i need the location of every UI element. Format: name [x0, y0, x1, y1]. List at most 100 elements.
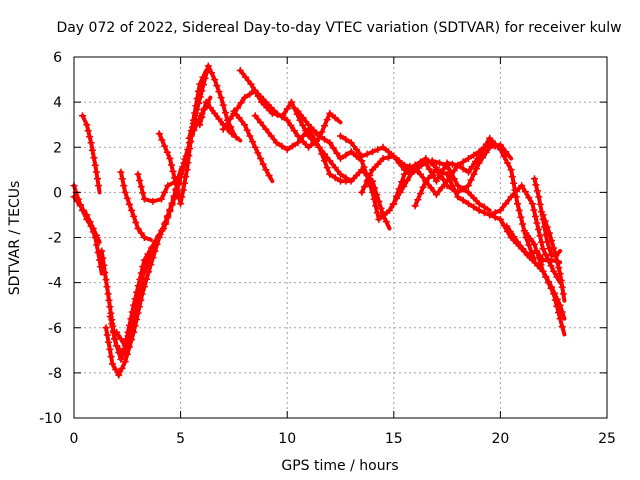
data-point — [254, 92, 262, 100]
data-point — [318, 128, 326, 136]
data-point — [164, 214, 172, 222]
data-point — [432, 166, 440, 174]
data-point — [90, 154, 98, 162]
data-point — [398, 178, 406, 186]
data-point — [169, 167, 177, 175]
data-point — [288, 98, 295, 106]
data-point — [134, 225, 142, 232]
data-point — [535, 225, 542, 233]
data-point — [139, 189, 147, 197]
data-point — [323, 116, 331, 124]
data-point — [315, 143, 323, 151]
data-point — [241, 121, 249, 129]
data-point — [116, 346, 124, 354]
data-point — [202, 98, 210, 106]
data-point — [104, 290, 112, 298]
data-point — [140, 234, 148, 241]
data-point — [299, 114, 307, 122]
data-point — [358, 152, 366, 160]
data-point — [268, 109, 276, 117]
data-point — [411, 202, 419, 210]
data-point — [326, 170, 334, 178]
data-point — [107, 353, 115, 361]
series-arc-24 — [522, 229, 567, 321]
data-point — [211, 109, 219, 117]
data-point — [468, 163, 476, 171]
data-point — [331, 164, 339, 172]
data-point — [539, 245, 547, 253]
data-point — [524, 252, 532, 259]
data-point — [83, 211, 91, 219]
data-point — [475, 206, 483, 214]
data-point — [369, 188, 376, 196]
data-point — [193, 106, 201, 113]
data-point — [555, 264, 563, 272]
data-point — [386, 206, 393, 214]
data-point — [533, 219, 541, 227]
data-point — [166, 155, 174, 162]
data-point — [323, 164, 331, 172]
data-point — [417, 170, 424, 178]
data-point — [99, 254, 107, 262]
y-tick-label: -8 — [48, 366, 62, 382]
data-point — [486, 211, 494, 219]
data-point — [443, 159, 451, 167]
data-point — [353, 146, 360, 153]
x-tick-label: 10 — [278, 431, 296, 447]
data-point — [105, 296, 113, 304]
data-point — [419, 183, 427, 191]
data-point — [215, 88, 223, 96]
data-point — [369, 166, 376, 174]
data-point — [432, 177, 440, 185]
data-point — [315, 132, 323, 140]
data-point — [257, 118, 265, 126]
data-point — [533, 247, 541, 255]
series-line — [118, 170, 153, 242]
data-point — [80, 206, 88, 214]
data-point — [329, 144, 337, 152]
x-axis-label: GPS time / hours — [281, 458, 398, 474]
data-point — [182, 173, 190, 181]
data-point — [305, 143, 312, 151]
data-point — [543, 238, 551, 246]
data-point — [537, 261, 545, 269]
data-point — [374, 160, 382, 168]
data-point — [89, 146, 96, 154]
data-point — [502, 200, 510, 208]
data-point — [545, 245, 553, 253]
data-point — [204, 62, 212, 70]
data-point — [326, 139, 334, 147]
data-point — [157, 195, 165, 203]
data-point — [558, 323, 566, 331]
data-point — [333, 149, 341, 157]
y-tick-label: -2 — [48, 231, 62, 247]
data-point — [366, 172, 374, 179]
data-point — [550, 267, 558, 275]
data-point — [557, 276, 565, 284]
data-point — [507, 193, 515, 201]
data-point — [459, 196, 467, 204]
data-point — [112, 366, 120, 373]
data-point — [436, 159, 444, 167]
data-point — [536, 200, 544, 208]
data-point — [342, 151, 350, 159]
data-point — [425, 165, 433, 173]
data-point — [166, 207, 174, 215]
data-point — [380, 211, 388, 219]
data-point — [118, 364, 126, 372]
series-arc-12 — [196, 98, 243, 143]
data-point — [108, 320, 116, 328]
data-point — [278, 142, 286, 150]
data-point — [403, 176, 411, 184]
data-point — [117, 168, 125, 176]
data-point — [211, 76, 219, 84]
data-point — [249, 138, 257, 146]
data-point — [337, 155, 344, 162]
data-point — [373, 209, 381, 217]
data-point — [179, 186, 187, 194]
data-point — [448, 160, 456, 168]
data-point — [125, 322, 133, 329]
data-point — [414, 196, 422, 204]
data-point — [411, 161, 419, 169]
data-point — [310, 126, 318, 134]
